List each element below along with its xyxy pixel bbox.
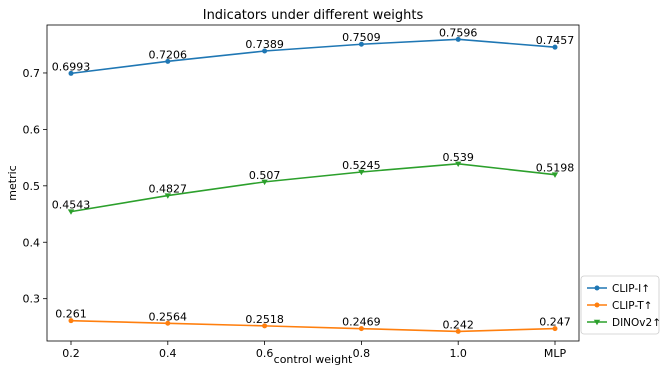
- data-label: 0.2469: [342, 316, 381, 329]
- y-tick-label: 0.7: [23, 67, 41, 80]
- data-point: [358, 326, 364, 332]
- x-tick-label: 1.0: [449, 347, 467, 360]
- data-point: [455, 36, 461, 42]
- series-line-0: [70, 38, 556, 75]
- data-label: 0.5198: [536, 162, 575, 175]
- data-point: [261, 179, 268, 186]
- legend-marker: [594, 302, 600, 308]
- data-label: 0.247: [539, 316, 571, 329]
- y-axis-label: metric: [6, 165, 19, 200]
- data-point: [68, 70, 74, 76]
- data-label: 0.7457: [536, 34, 575, 47]
- y-tick-label: 0.3: [23, 293, 41, 306]
- series-line-2: [70, 163, 556, 213]
- data-point: [552, 44, 558, 50]
- chart-title: Indicators under different weights: [203, 8, 424, 23]
- legend-label: CLIP-I↑: [612, 283, 650, 295]
- plot-frame: [46, 24, 580, 342]
- data-label: 0.2518: [245, 313, 284, 326]
- legend-marker: [593, 319, 601, 326]
- data-point: [455, 161, 462, 168]
- data-point: [552, 326, 558, 332]
- data-point: [455, 328, 461, 334]
- data-label: 0.7509: [342, 31, 381, 44]
- x-tick-label: MLP: [544, 347, 567, 360]
- data-point: [358, 169, 365, 176]
- data-point: [262, 48, 268, 54]
- y-tick-label: 0.6: [23, 123, 41, 136]
- data-point: [67, 209, 75, 215]
- data-label: 0.539: [442, 151, 474, 164]
- y-tick-label: 0.4: [23, 236, 41, 249]
- legend-marker: [594, 285, 600, 291]
- data-label: 0.261: [55, 308, 87, 321]
- data-label: 0.7389: [245, 38, 284, 51]
- data-point: [68, 318, 74, 324]
- data-label: 0.5245: [342, 159, 381, 172]
- data-point: [551, 172, 559, 178]
- x-tick-label: 0.6: [256, 347, 274, 360]
- series-line-1: [70, 319, 556, 333]
- legend-label: CLIP-T↑: [612, 300, 652, 312]
- data-label: 0.6993: [52, 60, 91, 73]
- data-point: [165, 58, 171, 64]
- data-label: 0.507: [249, 169, 281, 182]
- data-label: 0.7596: [439, 26, 478, 39]
- data-point: [358, 41, 364, 47]
- y-tick-label: 0.5: [23, 180, 41, 193]
- x-tick-label: 0.8: [353, 347, 371, 360]
- x-tick-label: 0.2: [62, 347, 80, 360]
- data-point: [165, 320, 171, 326]
- legend: [580, 275, 660, 335]
- x-tick-label: 0.4: [159, 347, 177, 360]
- data-label: 0.4543: [52, 199, 91, 212]
- data-point: [164, 193, 171, 199]
- data-label: 0.242: [442, 318, 474, 331]
- data-label: 0.4827: [149, 183, 188, 196]
- legend-label: DINOv2↑: [612, 317, 661, 329]
- x-axis-label: control weight: [274, 353, 353, 366]
- data-point: [262, 323, 268, 329]
- data-label: 0.7206: [149, 48, 188, 61]
- data-label: 0.2564: [149, 310, 188, 323]
